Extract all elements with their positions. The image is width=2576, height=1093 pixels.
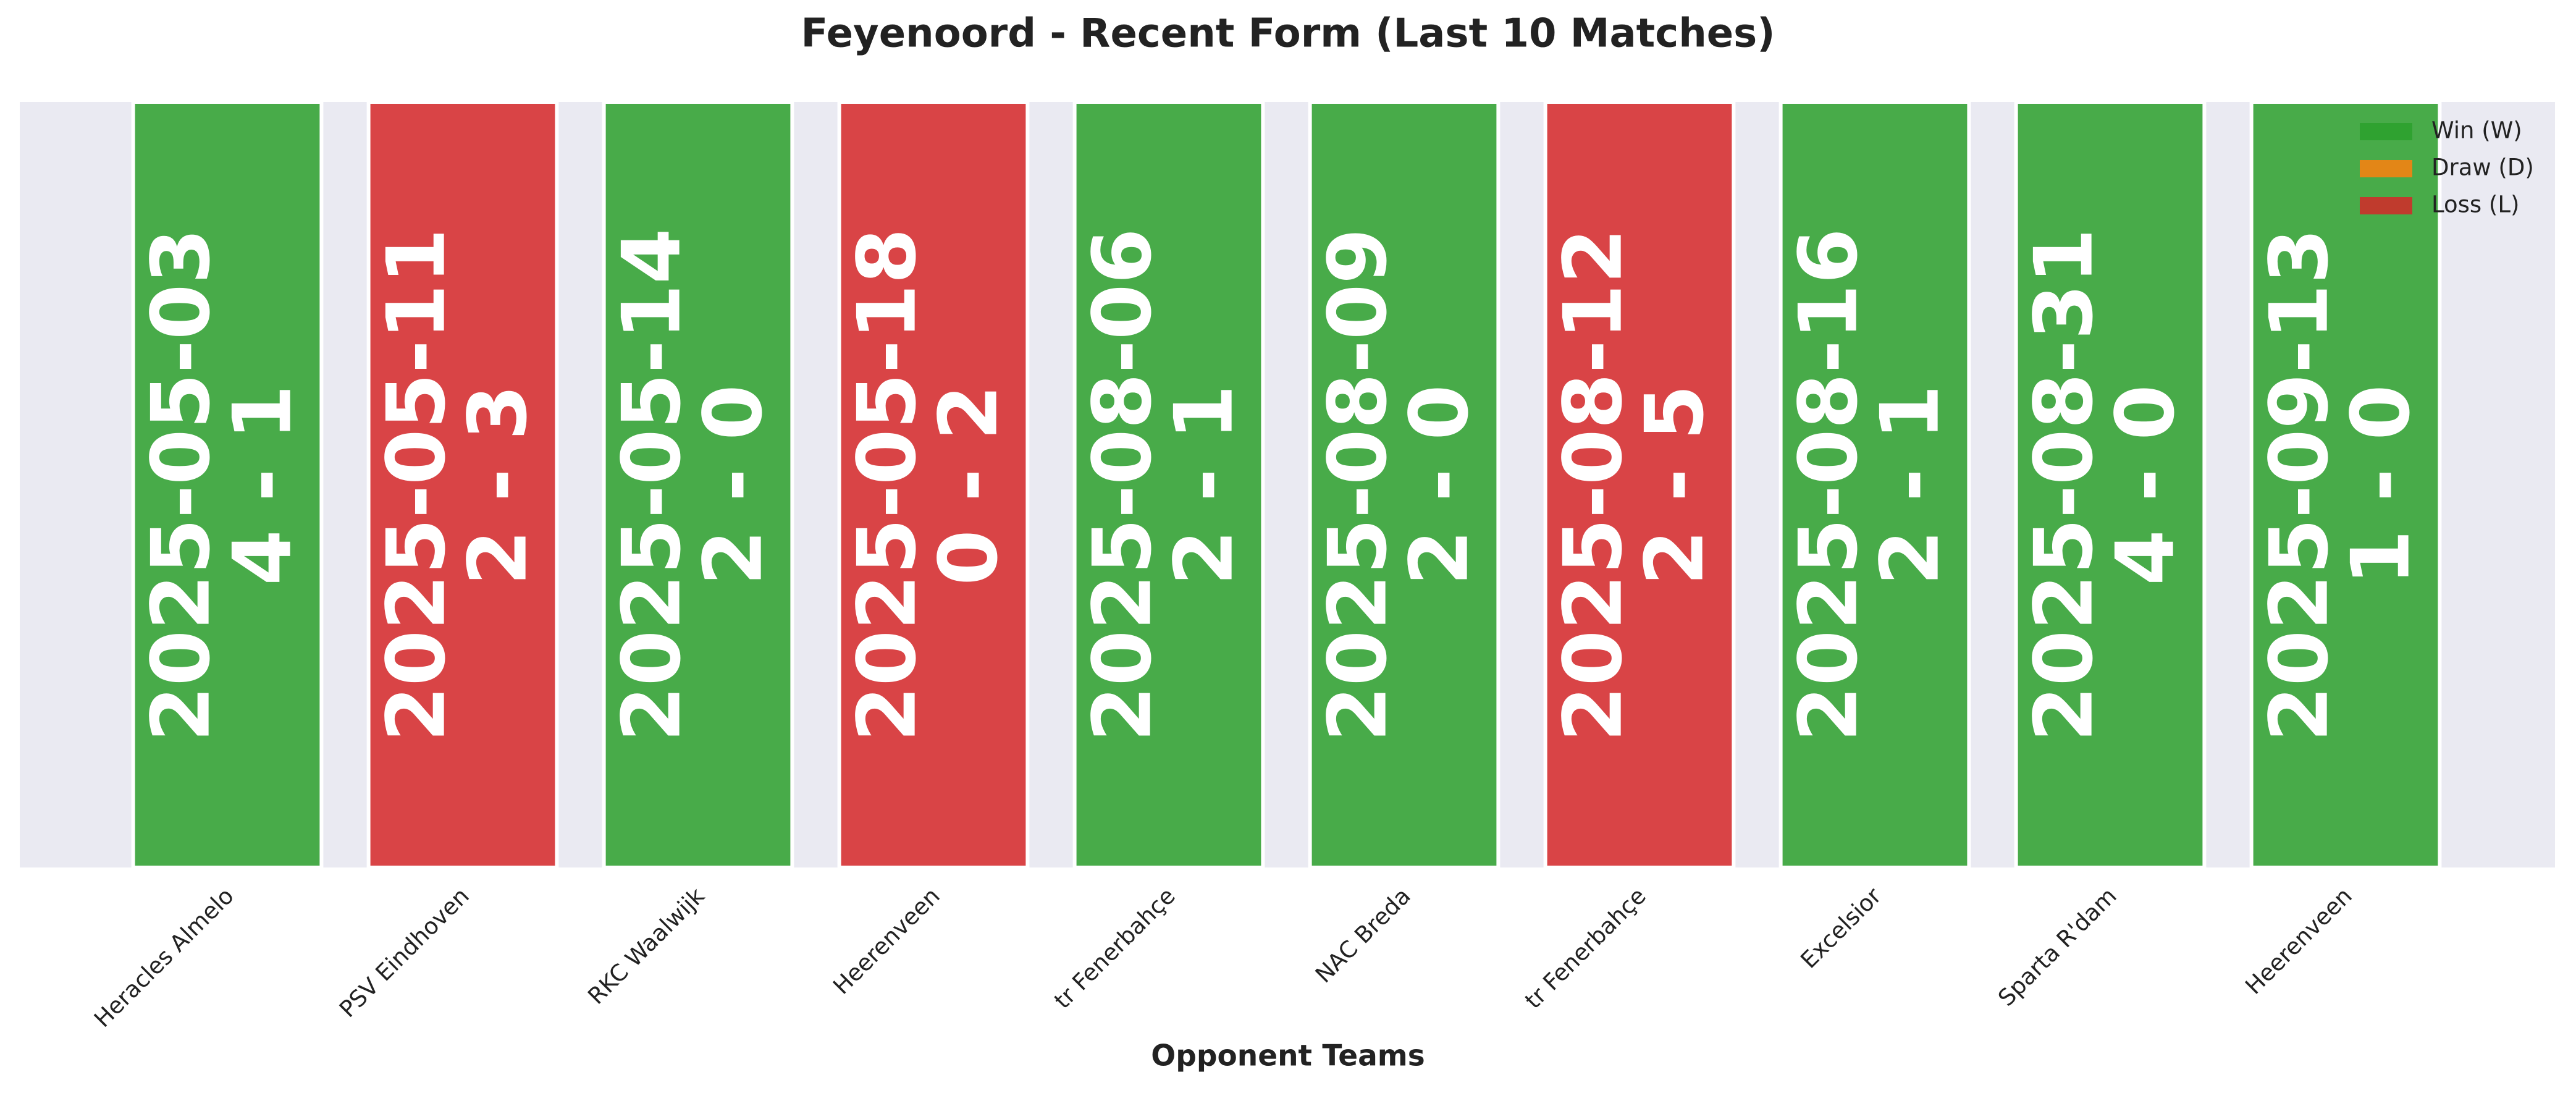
bar <box>1778 100 1971 869</box>
match-score: 2 - 1 <box>1863 384 1957 585</box>
legend-swatch <box>2360 197 2412 214</box>
x-tick-label: Excelsior <box>1795 882 1887 974</box>
legend-label: Draw (D) <box>2431 154 2534 181</box>
bar <box>2249 100 2442 869</box>
legend-swatch <box>2360 160 2412 177</box>
match-date: 2025-05-18 <box>840 228 934 742</box>
match-date: 2025-08-12 <box>1546 228 1640 742</box>
bar <box>131 100 324 869</box>
match-date: 2025-08-06 <box>1075 228 1169 742</box>
bar <box>602 100 794 869</box>
match-score: 0 - 2 <box>922 384 1016 585</box>
bar <box>2014 100 2207 869</box>
match-score: 2 - 1 <box>1157 384 1251 585</box>
x-tick-label: Sparta R'dam <box>1993 882 2122 1011</box>
bar <box>1543 100 1736 869</box>
match-score: 2 - 5 <box>1628 384 1722 585</box>
legend-label: Loss (L) <box>2431 192 2519 218</box>
match-date: 2025-09-13 <box>2252 228 2346 742</box>
chart-title: Feyenoord - Recent Form (Last 10 Matches… <box>801 11 1775 57</box>
x-tick-label: tr Fenerbahçe <box>1520 882 1651 1014</box>
match-date: 2025-05-14 <box>605 228 699 742</box>
x-tick-label: Heracles Almelo <box>89 882 239 1032</box>
match-date: 2025-08-16 <box>1782 228 1875 742</box>
x-tick-label: NAC Breda <box>1310 882 1416 988</box>
legend-swatch <box>2360 123 2412 140</box>
x-tick-label: Heerenveen <box>2240 882 2357 999</box>
bar <box>837 100 1030 869</box>
match-score: 2 - 0 <box>1392 384 1486 585</box>
match-date: 2025-05-11 <box>369 228 463 742</box>
match-date: 2025-08-09 <box>1311 228 1405 742</box>
match-score: 4 - 0 <box>2098 384 2192 585</box>
match-score: 1 - 0 <box>2334 384 2428 585</box>
legend-label: Win (W) <box>2431 117 2522 144</box>
match-date: 2025-05-03 <box>134 228 228 742</box>
match-score: 2 - 3 <box>451 384 545 585</box>
bar <box>366 100 559 869</box>
bar <box>1072 100 1265 869</box>
x-tick-label: PSV Eindhoven <box>334 882 474 1023</box>
x-tick-label: tr Fenerbahçe <box>1049 882 1181 1014</box>
x-axis-label: Opponent Teams <box>1151 1039 1425 1073</box>
bar <box>1308 100 1501 869</box>
match-date: 2025-08-31 <box>2017 228 2111 742</box>
x-tick-label: Heerenveen <box>828 882 945 999</box>
match-score: 2 - 0 <box>686 384 780 585</box>
match-score: 4 - 1 <box>216 384 309 585</box>
x-tick-label: RKC Waalwijk <box>583 882 710 1010</box>
